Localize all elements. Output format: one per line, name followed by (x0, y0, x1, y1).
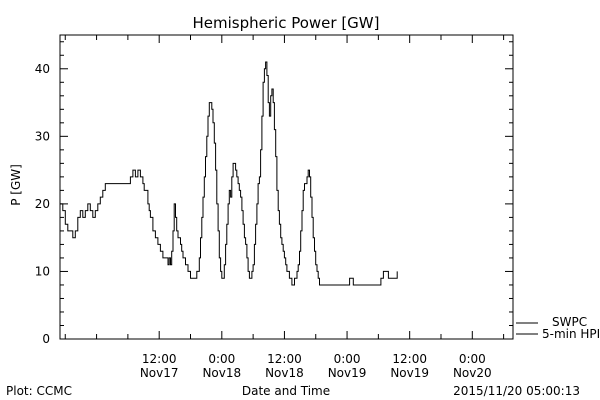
legend-hpi-label: 5-min HPI (542, 327, 600, 341)
swpc-series-line (60, 61, 398, 286)
plot-lines (60, 61, 398, 286)
x-tick-time-label: 0:00 (459, 352, 486, 366)
x-tick-date-label: Nov19 (390, 366, 429, 380)
x-tick-date-label: Nov19 (328, 366, 367, 380)
y-axis-label: P [GW] (9, 164, 23, 206)
x-tick-time-label: 12:00 (392, 352, 427, 366)
x-tick-date-label: Nov20 (453, 366, 492, 380)
x-tick-date-label: Nov17 (140, 366, 179, 380)
x-axis: 12:00Nov170:00Nov1812:00Nov180:00Nov1912… (64, 35, 505, 380)
y-tick-label: 0 (42, 332, 50, 346)
legend: SWPC 5-min HPI (516, 315, 600, 341)
x-axis-label: Date and Time (242, 384, 330, 398)
chart-title: Hemispheric Power [GW] (193, 14, 380, 32)
x-tick-time-label: 0:00 (208, 352, 235, 366)
x-tick-date-label: Nov18 (265, 366, 304, 380)
credit-text: Plot: CCMC (6, 384, 72, 398)
x-tick-date-label: Nov18 (202, 366, 241, 380)
y-tick-label: 20 (35, 197, 50, 211)
y-tick-label: 10 (35, 264, 50, 278)
x-tick-time-label: 12:00 (267, 352, 302, 366)
x-tick-time-label: 12:00 (142, 352, 177, 366)
y-tick-label: 30 (35, 129, 50, 143)
plot-frame (59, 34, 514, 340)
y-tick-label: 40 (35, 62, 50, 76)
y-axis: 0 10 20 30 40 (35, 41, 513, 346)
timestamp-text: 2015/11/20 05:00:13 (453, 384, 580, 398)
legend-swpc-label: SWPC (552, 315, 587, 329)
x-tick-time-label: 0:00 (334, 352, 361, 366)
